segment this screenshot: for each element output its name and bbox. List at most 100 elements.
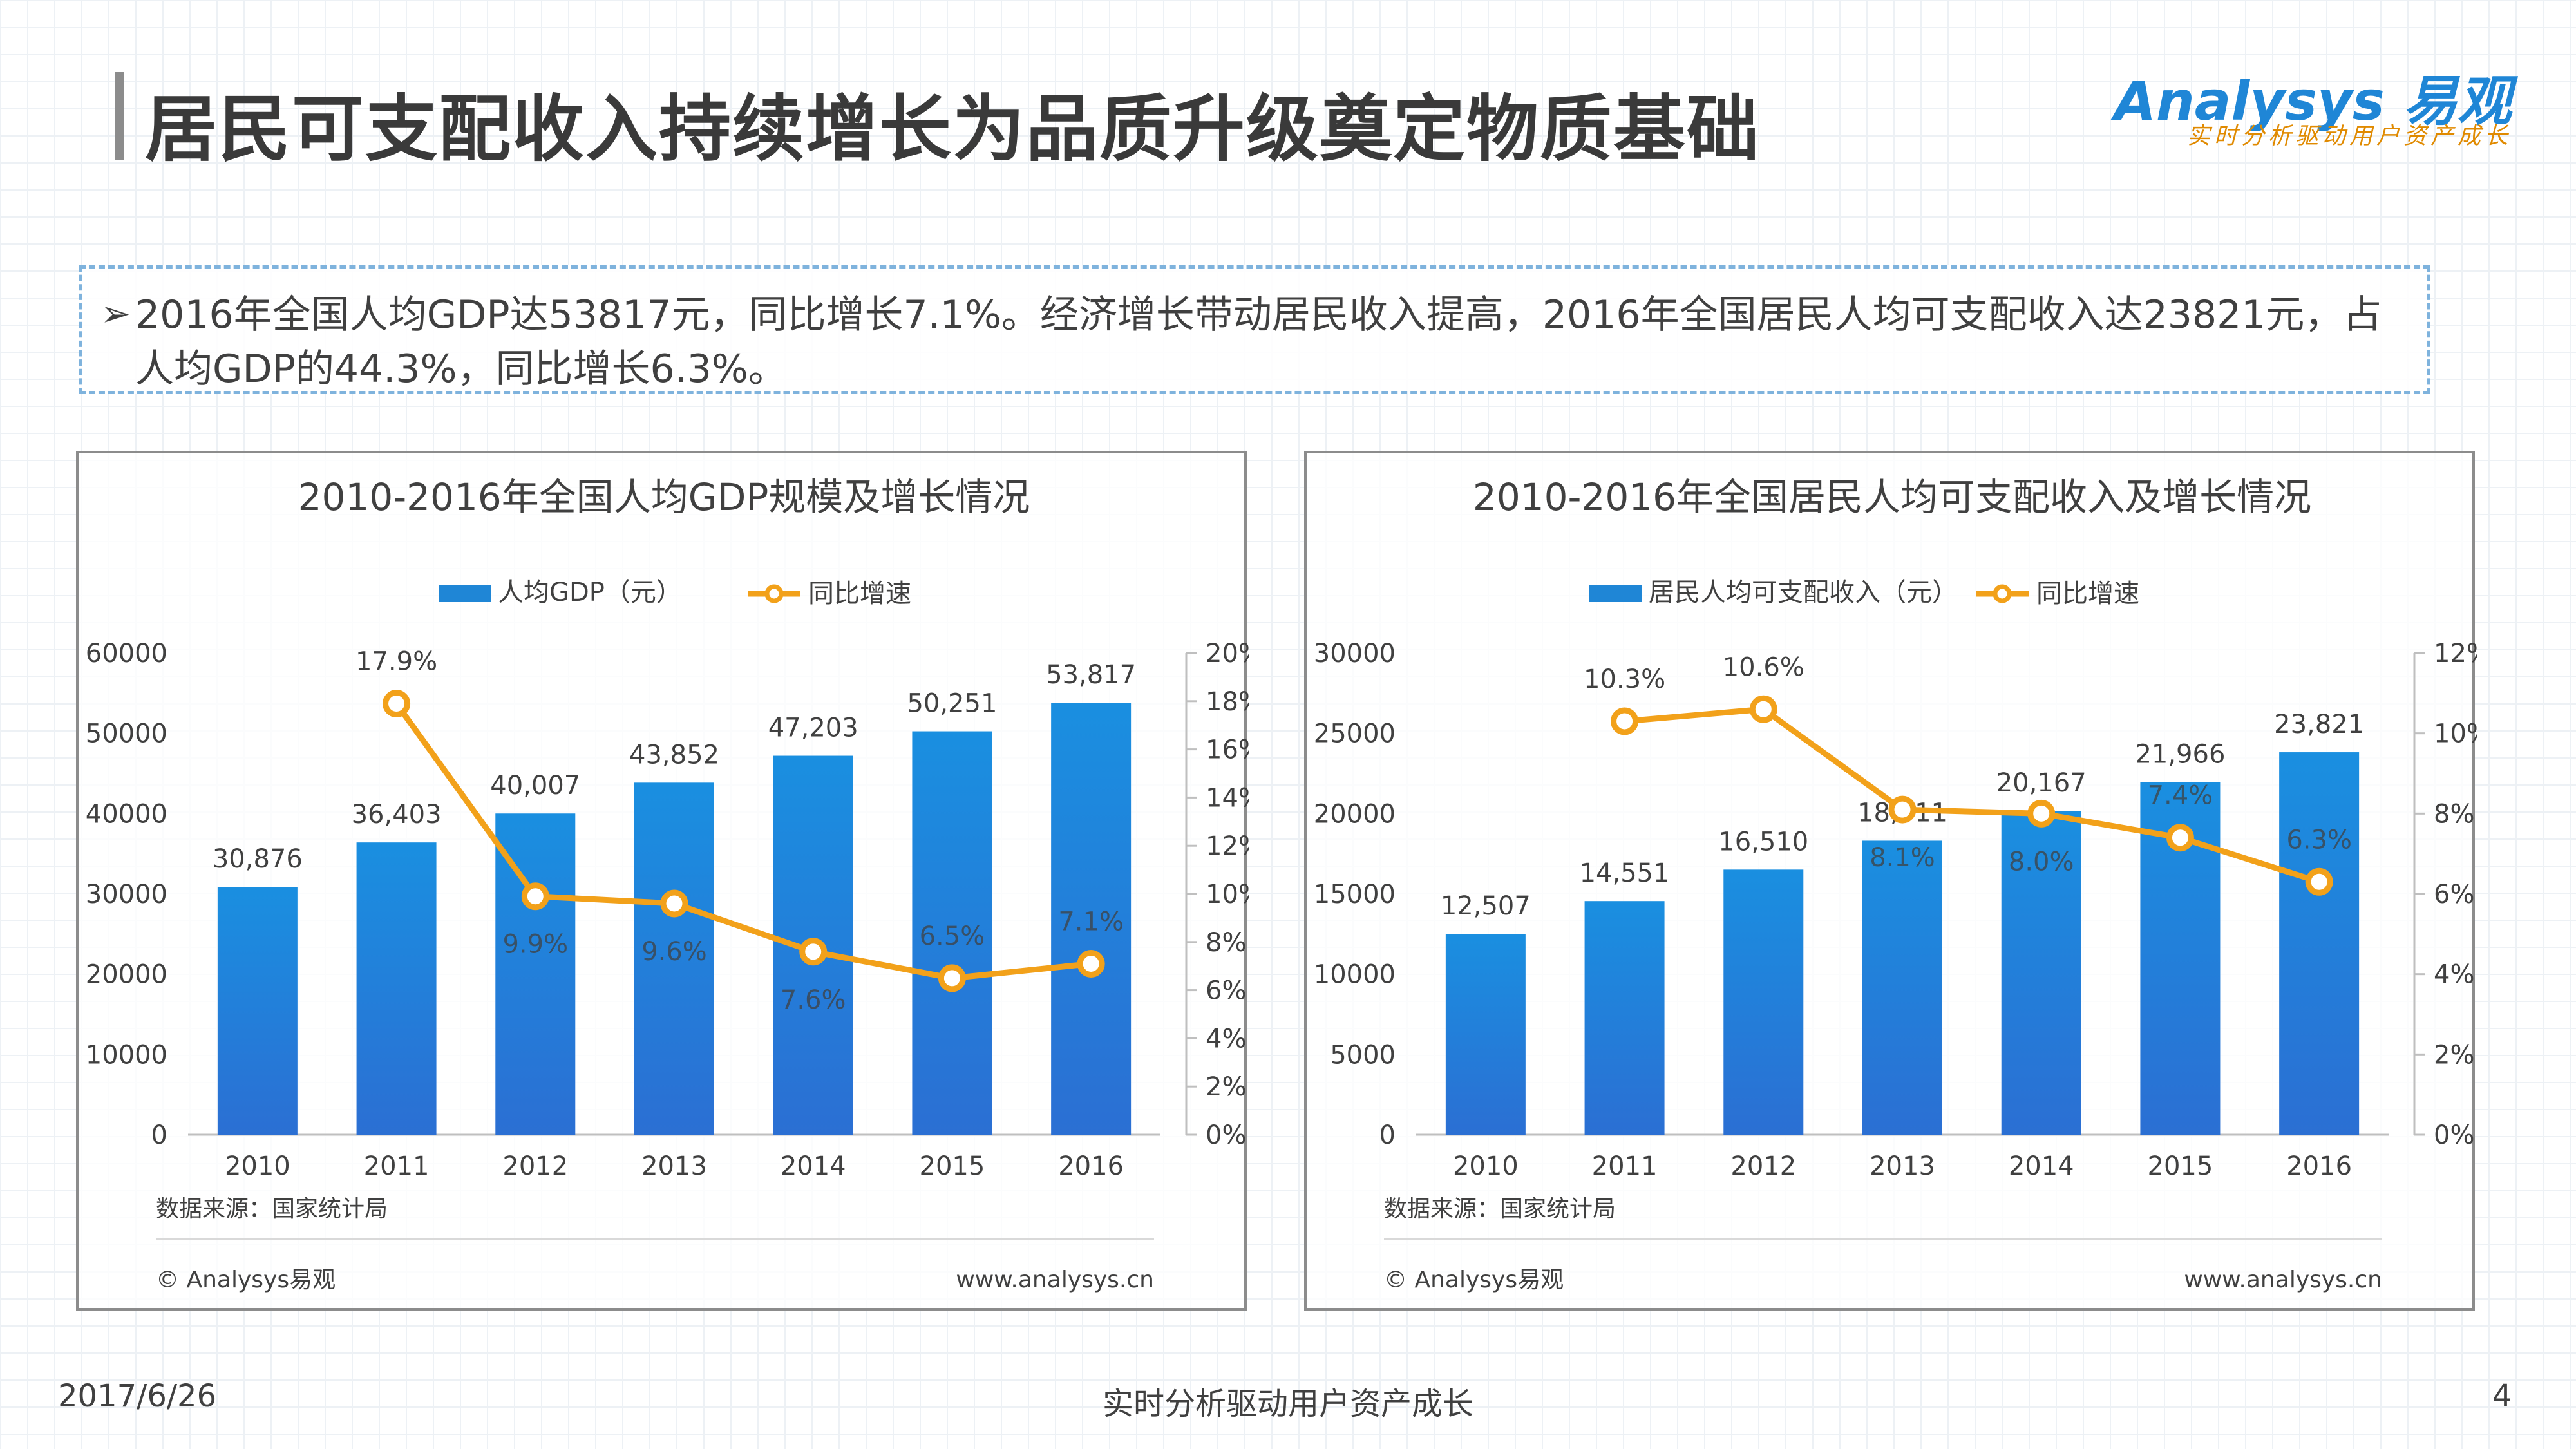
bar-value-label: 53,817 [1046, 660, 1136, 690]
x-tick-label: 2013 [1870, 1151, 1935, 1181]
y2-tick-label: 12% [1206, 831, 1249, 861]
y2-tick-label: 6% [1206, 976, 1246, 1006]
growth-point-2016 [1077, 949, 1105, 978]
data-source: 数据来源：国家统计局 [1384, 1196, 1616, 1222]
y2-tick-label: 10% [2434, 719, 2477, 749]
bar-value-label: 40,007 [490, 771, 580, 800]
y2-tick-label: 8% [1206, 928, 1246, 958]
growth-point-2011 [383, 690, 411, 718]
bullet-arrow-icon: ➢ [100, 293, 131, 335]
growth-point-2014 [2027, 799, 2056, 828]
y-tick-label: 10000 [86, 1040, 167, 1070]
x-tick-label: 2014 [2009, 1151, 2074, 1181]
y2-tick-label: 4% [2434, 960, 2474, 990]
gdp-chart-panel: 2010-2016年全国人均GDP规模及增长情况人均GDP（元） 同比增速 0 100… [76, 451, 1249, 1311]
y2-tick-label: 12% [2434, 639, 2477, 668]
x-tick-label: 2015 [2148, 1151, 2213, 1181]
x-tick-label: 2011 [364, 1151, 430, 1181]
legend-line-marker [764, 584, 784, 603]
legend-bar-swatch [439, 585, 491, 602]
growth-point-2012 [1749, 695, 1777, 723]
summary-box: ➢ 2016年全国人均GDP达53817元，同比增长7.1%。经济增长带动居民收… [79, 265, 2430, 394]
bar-value-label: 21,966 [2135, 739, 2225, 769]
bar-value-label: 43,852 [629, 740, 719, 770]
y-tick-label: 0 [1379, 1121, 1396, 1150]
growth-point-2015 [2166, 824, 2194, 852]
x-tick-label: 2010 [225, 1151, 290, 1181]
growth-point-2013 [660, 889, 688, 918]
y2-tick-label: 20% [1206, 639, 1249, 668]
bar-2010 [1445, 934, 1526, 1135]
x-tick-label: 2016 [2286, 1151, 2352, 1181]
data-source: 数据来源：国家统计局 [156, 1196, 388, 1222]
page-number: 4 [2492, 1378, 2512, 1414]
growth-value-label: 8.0% [2009, 847, 2074, 876]
bar-2010 [217, 887, 298, 1135]
footer-tagline: 实时分析驱动用户资产成长 [1102, 1386, 1473, 1422]
growth-value-label: 10.6% [1723, 652, 1804, 682]
y2-tick-label: 6% [2434, 880, 2474, 909]
bar-2015 [912, 731, 992, 1135]
y-tick-label: 15000 [1314, 880, 1396, 909]
bar-2011 [1584, 901, 1665, 1135]
bar-value-label: 30,876 [213, 844, 303, 874]
chart-title: 2010-2016年全国居民人均可支配收入及增长情况 [1473, 475, 2311, 519]
bar-value-label: 12,507 [1441, 891, 1531, 921]
growth-value-label: 8.1% [1870, 843, 1935, 873]
y2-tick-label: 0% [2434, 1121, 2474, 1150]
growth-point-2015 [938, 964, 966, 992]
growth-value-label: 10.3% [1584, 665, 1665, 694]
title-accent-bar [115, 72, 124, 160]
y2-tick-label: 8% [2434, 799, 2474, 829]
growth-point-2011 [1611, 707, 1639, 735]
growth-point-2014 [799, 938, 828, 966]
growth-value-label: 7.6% [781, 985, 846, 1015]
growth-value-label: 6.5% [920, 922, 985, 951]
copyright-text: © Analysys易观 [156, 1267, 336, 1293]
bar-value-label: 20,167 [1996, 768, 2087, 798]
chart-title: 2010-2016年全国人均GDP规模及增长情况 [298, 475, 1030, 519]
growth-line [1624, 706, 2320, 885]
copyright-text: © Analysys易观 [1384, 1267, 1564, 1293]
y2-tick-label: 0% [1206, 1121, 1246, 1150]
x-tick-label: 2013 [641, 1151, 707, 1181]
page-title: 居民可支配收入持续增长为品质升级奠定物质基础 [145, 88, 1760, 171]
bar-value-label: 47,203 [768, 714, 858, 743]
growth-value-label: 7.1% [1058, 907, 1124, 936]
legend-bar-label: 人均GDP（元） [498, 578, 682, 607]
y-tick-label: 30000 [86, 880, 167, 909]
y2-tick-label: 18% [1206, 687, 1249, 717]
footer-date: 2017/6/26 [58, 1378, 217, 1414]
legend-line-marker [1993, 584, 2012, 603]
logo-tagline: 实时分析驱动用户资产成长 [2186, 123, 2512, 149]
growth-value-label: 9.6% [641, 937, 707, 967]
bar-2013 [634, 782, 714, 1135]
x-tick-label: 2010 [1453, 1151, 1519, 1181]
bar-2014 [2001, 811, 2081, 1135]
bar-value-label: 14,551 [1580, 858, 1670, 888]
legend-line-label: 同比增速 [808, 579, 911, 609]
summary-text: 2016年全国人均GDP达53817元，同比增长7.1%。经济增长带动居民收入提… [135, 292, 2382, 392]
bar-2012 [1723, 869, 1804, 1135]
growth-value-label: 6.3% [2286, 825, 2352, 855]
y-tick-label: 30000 [1314, 639, 1396, 668]
y2-tick-label: 2% [1206, 1072, 1246, 1102]
bar-2016 [2279, 752, 2360, 1135]
y2-tick-label: 10% [1206, 880, 1249, 909]
legend-bar-swatch [1589, 585, 1642, 602]
y-tick-label: 0 [151, 1121, 167, 1150]
logo-main-text: Analysys 易观 [2114, 70, 2512, 133]
y2-tick-label: 2% [2434, 1040, 2474, 1070]
y-tick-label: 60000 [86, 639, 167, 668]
y-tick-label: 20000 [1314, 799, 1396, 829]
y-tick-label: 25000 [1314, 719, 1396, 749]
growth-value-label: 17.9% [355, 647, 437, 677]
growth-point-2013 [1888, 795, 1917, 824]
bar-2016 [1051, 703, 1132, 1135]
bar-value-label: 16,510 [1718, 827, 1808, 857]
growth-value-label: 9.9% [502, 930, 568, 960]
y-tick-label: 10000 [1314, 960, 1396, 990]
website-text: www.analysys.cn [956, 1267, 1154, 1293]
